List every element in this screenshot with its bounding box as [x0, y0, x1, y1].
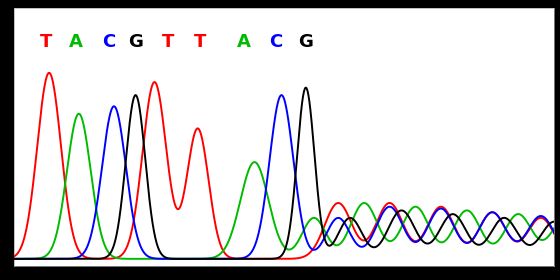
Text: G: G: [128, 33, 143, 51]
Text: C: C: [269, 33, 283, 51]
Text: A: A: [237, 33, 251, 51]
Text: T: T: [162, 33, 174, 51]
Text: A: A: [69, 33, 83, 51]
Text: G: G: [298, 33, 313, 51]
Text: T: T: [40, 33, 53, 51]
Text: T: T: [194, 33, 207, 51]
Text: C: C: [102, 33, 115, 51]
